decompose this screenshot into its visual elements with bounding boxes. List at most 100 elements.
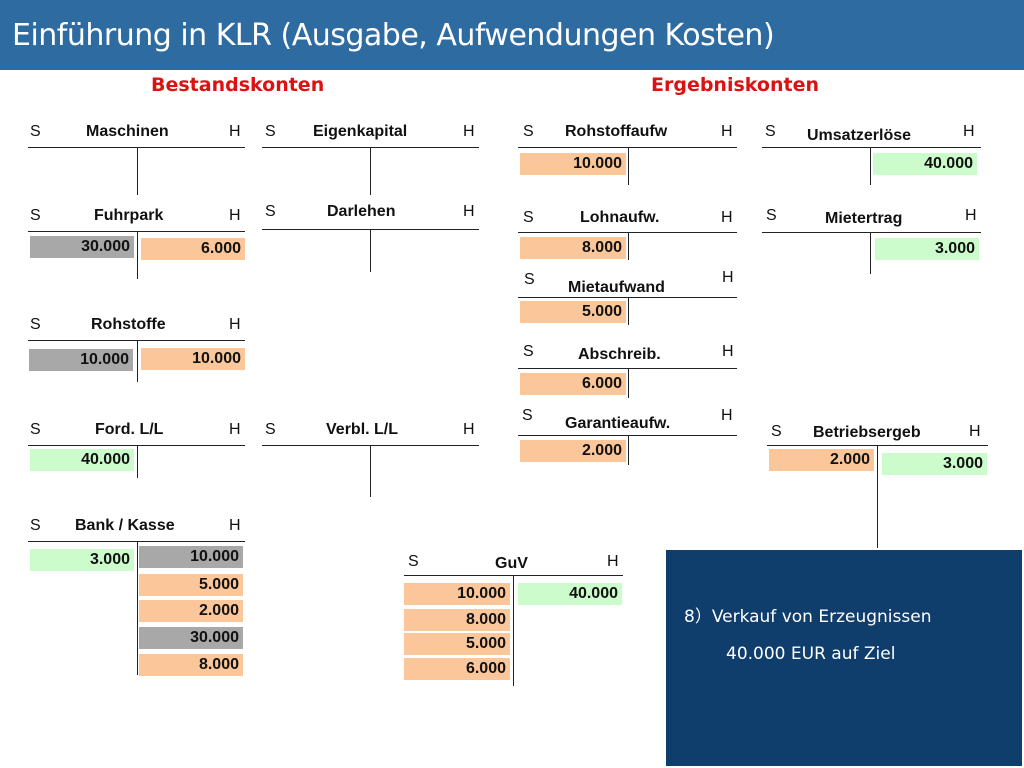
soll-entry: 8.000 xyxy=(404,609,510,631)
haben-entry: 8.000 xyxy=(139,654,243,676)
t-account-hline xyxy=(518,232,737,233)
t-account-hline xyxy=(762,147,981,148)
info-line-1: 8）Verkauf von Erzeugnissen xyxy=(684,607,932,627)
soll-entry: 8.000 xyxy=(520,237,626,259)
haben-label: H xyxy=(463,123,475,140)
account-title: Darlehen xyxy=(327,203,396,220)
account-title: Abschreib. xyxy=(578,346,661,363)
soll-label: S xyxy=(523,209,534,226)
soll-label: S xyxy=(30,123,41,140)
soll-entry: 40.000 xyxy=(30,449,134,471)
soll-entry: 5.000 xyxy=(520,301,626,323)
soll-entry: 6.000 xyxy=(520,373,626,395)
t-account-vline xyxy=(370,147,371,195)
soll-label: S xyxy=(30,421,41,438)
t-account-hline xyxy=(28,445,245,446)
t-account-vline xyxy=(628,232,629,260)
account-title: Rohstoffaufw xyxy=(565,123,668,140)
t-account-vline xyxy=(628,368,629,398)
t-account-hline xyxy=(518,435,737,436)
soll-label: S xyxy=(265,421,276,438)
soll-label: S xyxy=(522,407,533,424)
soll-entry: 6.000 xyxy=(404,658,510,680)
account-title: Betriebsergeb xyxy=(813,424,921,441)
t-account-vline xyxy=(137,231,138,279)
account-title: Umsatzerlöse xyxy=(807,127,912,144)
account-title: Lohnaufw. xyxy=(580,209,660,226)
haben-entry: 5.000 xyxy=(139,574,243,596)
t-account-vline xyxy=(137,541,138,675)
t-account-hline xyxy=(518,147,737,148)
soll-entry: 30.000 xyxy=(30,236,134,258)
haben-entry: 2.000 xyxy=(139,600,243,622)
soll-label: S xyxy=(523,343,534,360)
soll-label: S xyxy=(765,123,776,140)
haben-label: H xyxy=(229,123,241,140)
account-title: Garantieaufw. xyxy=(565,415,671,432)
soll-entry: 10.000 xyxy=(404,583,510,605)
account-title: Maschinen xyxy=(86,123,169,140)
t-account-vline xyxy=(628,435,629,465)
haben-entry: 40.000 xyxy=(873,153,977,175)
account-title: Bank / Kasse xyxy=(75,517,175,534)
haben-label: H xyxy=(722,343,734,360)
t-account-hline xyxy=(28,340,245,341)
soll-entry: 10.000 xyxy=(29,349,133,371)
t-account-vline xyxy=(870,147,871,185)
haben-entry: 6.000 xyxy=(141,238,245,260)
t-account-vline xyxy=(628,147,629,185)
haben-label: H xyxy=(965,207,977,224)
t-account-hline xyxy=(28,147,245,148)
soll-entry: 5.000 xyxy=(404,633,510,655)
haben-entry: 3.000 xyxy=(875,238,979,260)
t-account-vline xyxy=(870,232,871,274)
account-title: Ford. L/L xyxy=(95,421,164,438)
soll-entry: 10.000 xyxy=(520,153,626,175)
haben-label: H xyxy=(721,209,733,226)
haben-label: H xyxy=(463,203,475,220)
haben-label: H xyxy=(229,517,241,534)
soll-label: S xyxy=(766,207,777,224)
haben-label: H xyxy=(721,407,733,424)
soll-entry: 2.000 xyxy=(520,440,626,462)
haben-label: H xyxy=(722,269,734,286)
account-title: Mietertrag xyxy=(825,210,903,227)
t-account-vline xyxy=(370,229,371,272)
soll-entry: 2.000 xyxy=(769,449,874,471)
soll-label: S xyxy=(408,553,419,570)
t-account-vline xyxy=(137,445,138,478)
t-account-vline xyxy=(877,445,878,552)
haben-label: H xyxy=(229,316,241,333)
haben-entry: 10.000 xyxy=(141,348,245,370)
soll-label: S xyxy=(265,123,276,140)
soll-entry: 3.000 xyxy=(30,549,134,571)
account-title: Verbl. L/L xyxy=(326,421,399,438)
haben-label: H xyxy=(607,553,619,570)
slide-title: Einführung in KLR (Ausgabe, Aufwendungen… xyxy=(12,18,775,53)
haben-label: H xyxy=(229,207,241,224)
haben-entry: 40.000 xyxy=(518,583,622,605)
haben-entry: 10.000 xyxy=(139,546,243,568)
soll-label: S xyxy=(30,517,41,534)
t-account-hline xyxy=(518,368,737,369)
section-ergebniskonten: Ergebniskonten xyxy=(651,74,819,96)
account-title: Rohstoffe xyxy=(91,316,166,333)
t-account-hline xyxy=(762,232,981,233)
t-account-vline xyxy=(370,445,371,497)
t-account-hline xyxy=(28,231,245,232)
title-bar: Einführung in KLR (Ausgabe, Aufwendungen… xyxy=(0,0,1024,70)
haben-entry: 3.000 xyxy=(882,453,987,475)
soll-label: S xyxy=(265,203,276,220)
soll-label: S xyxy=(771,423,782,440)
t-account-hline xyxy=(28,541,245,542)
info-box: 8）Verkauf von Erzeugnissen 40.000 EUR au… xyxy=(664,548,1022,766)
soll-label: S xyxy=(524,271,535,288)
t-account-hline xyxy=(518,297,737,298)
t-account-vline xyxy=(137,147,138,195)
section-bestandskonten: Bestandskonten xyxy=(151,74,325,96)
t-account-vline xyxy=(137,340,138,382)
account-title: Fuhrpark xyxy=(94,207,164,224)
account-title: Eigenkapital xyxy=(313,123,408,140)
haben-entry: 30.000 xyxy=(139,627,243,649)
haben-label: H xyxy=(969,423,981,440)
